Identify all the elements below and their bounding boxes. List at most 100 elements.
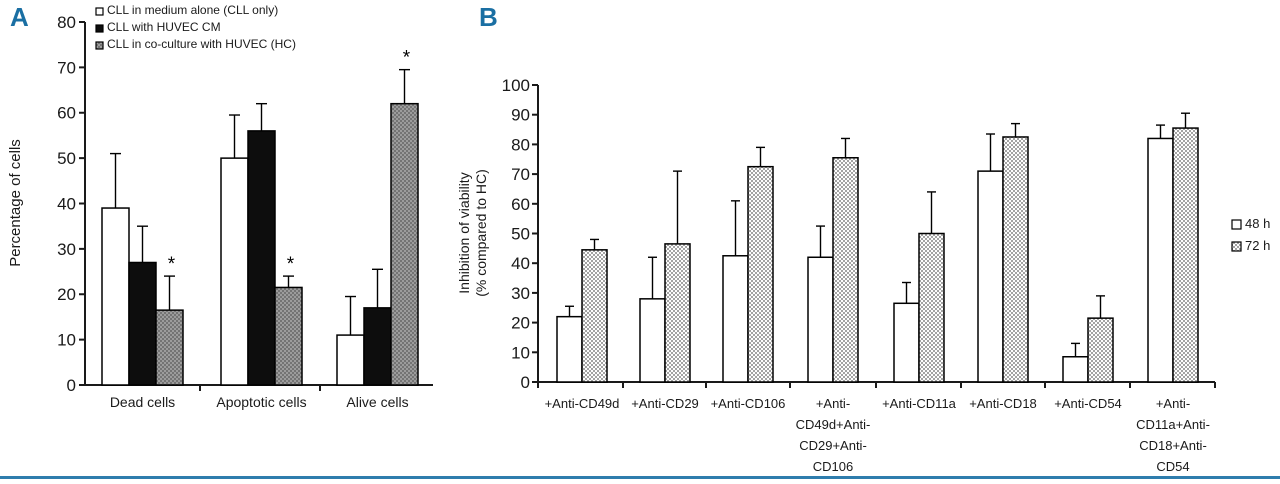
bar-B-s0-c3 bbox=[807, 256, 834, 383]
error-bar bbox=[1071, 342, 1080, 357]
error-bar bbox=[1156, 124, 1165, 139]
y-tick-labels: 0 10 20 30 40 50 60 70 80 bbox=[57, 13, 76, 395]
bar-B-s0-c4 bbox=[893, 302, 920, 383]
legend-item: CLL with HUVEC CM bbox=[95, 20, 221, 34]
error-bar bbox=[137, 225, 148, 263]
error-bar bbox=[927, 191, 936, 234]
y-tick-label: 20 bbox=[57, 285, 76, 304]
y-tick-labels: 0 10 20 30 40 50 60 70 80 90 100 bbox=[502, 76, 530, 392]
error-bar bbox=[283, 275, 294, 288]
legend-label: CLL with HUVEC CM bbox=[107, 20, 221, 34]
bar-A-s1-c0 bbox=[128, 261, 157, 386]
bar-A-s0-c0 bbox=[101, 207, 130, 386]
bar-B-s1-c0 bbox=[581, 249, 608, 383]
error-bar bbox=[110, 152, 121, 209]
error-bar bbox=[1096, 295, 1105, 319]
error-bar bbox=[756, 146, 765, 167]
y-axis-title: (% compared to HC) bbox=[473, 169, 489, 297]
significance-star: * bbox=[403, 48, 411, 69]
y-tick-label: 50 bbox=[57, 149, 76, 168]
category-label: +Anti-CD106 bbox=[711, 396, 786, 411]
legend: 48 h 72 h bbox=[1231, 216, 1270, 253]
category-label: +Anti-CD11a bbox=[882, 396, 957, 411]
category-label: +Anti-CD49d+Anti-CD29+Anti-CD106 bbox=[796, 396, 871, 474]
category-label: +Anti-CD54 bbox=[1054, 396, 1122, 411]
legend-label: 48 h bbox=[1245, 216, 1270, 231]
category-labels: Dead cells Apoptotic cells Alive cells bbox=[110, 394, 409, 410]
bar-B-s1-c2 bbox=[747, 165, 774, 383]
error-bar bbox=[164, 275, 175, 311]
error-bar bbox=[1011, 122, 1020, 137]
y-tick-label: 10 bbox=[511, 343, 530, 362]
category-labels: +Anti-CD49d +Anti-CD29 +Anti-CD106 +Anti-CD… bbox=[545, 396, 1210, 474]
bar-B-s0-c7 bbox=[1147, 137, 1174, 383]
error-bar bbox=[590, 238, 599, 250]
bar-A-s1-c2 bbox=[363, 307, 392, 386]
y-tick-label: 10 bbox=[57, 331, 76, 350]
legend-label: CLL in co-culture with HUVEC (HC) bbox=[107, 37, 296, 51]
bar-A-s0-c2 bbox=[336, 334, 365, 386]
y-tick-label: 70 bbox=[57, 58, 76, 77]
y-tick-label: 90 bbox=[511, 106, 530, 125]
category-label: Alive cells bbox=[346, 394, 408, 410]
legend-marker bbox=[1231, 219, 1242, 230]
legend-item: CLL in medium alone (CLL only) bbox=[95, 3, 278, 17]
legend-marker bbox=[95, 7, 104, 16]
y-tick-label: 20 bbox=[511, 314, 530, 333]
error-bar bbox=[816, 225, 825, 258]
y-tick-label: 30 bbox=[57, 240, 76, 259]
error-bar bbox=[565, 305, 574, 317]
bars bbox=[556, 112, 1199, 383]
category-label: +Anti-CD18 bbox=[969, 396, 1037, 411]
bar-A-s2-c1 bbox=[274, 286, 303, 386]
y-tick-label: 0 bbox=[521, 373, 530, 392]
error-bar bbox=[731, 200, 740, 256]
bar-B-s0-c1 bbox=[639, 298, 666, 383]
error-bar bbox=[256, 102, 267, 131]
bar-A-s2-c0 bbox=[155, 309, 184, 386]
error-bar bbox=[345, 295, 356, 336]
bar-B-s0-c0 bbox=[556, 315, 583, 383]
bar-B-s1-c6 bbox=[1087, 317, 1114, 383]
bar-B-s1-c7 bbox=[1172, 127, 1199, 383]
bar-B-s0-c6 bbox=[1062, 356, 1089, 383]
category-label: Apoptotic cells bbox=[216, 394, 306, 410]
error-bar bbox=[648, 256, 657, 299]
error-bar bbox=[229, 114, 240, 159]
bar-B-s1-c1 bbox=[664, 243, 691, 383]
y-tick-label: 50 bbox=[511, 224, 530, 243]
panel-a-label: A bbox=[10, 2, 29, 32]
bar-A-s1-c1 bbox=[247, 130, 276, 386]
y-axis-title: Inhibition of viability bbox=[456, 172, 472, 293]
panel-b-label: B bbox=[479, 2, 498, 32]
error-bar bbox=[399, 68, 410, 104]
bar-B-s0-c5 bbox=[977, 170, 1004, 383]
legend-item: CLL in co-culture with HUVEC (HC) bbox=[95, 37, 296, 51]
y-tick-label: 40 bbox=[511, 254, 530, 273]
legend-item: 48 h bbox=[1231, 216, 1270, 231]
category-label: +Anti-CD11a+Anti-CD18+Anti-CD54 bbox=[1136, 396, 1210, 474]
bar-B-s1-c3 bbox=[832, 157, 859, 383]
bar-B-s1-c4 bbox=[918, 232, 945, 383]
y-tick-label: 60 bbox=[57, 104, 76, 123]
y-tick-label: 80 bbox=[57, 13, 76, 32]
y-tick-label: 60 bbox=[511, 195, 530, 214]
bar-B-s0-c2 bbox=[722, 255, 749, 383]
y-tick-label: 0 bbox=[67, 376, 76, 395]
bar-A-s0-c1 bbox=[220, 157, 249, 386]
y-tick-label: 100 bbox=[502, 76, 530, 95]
y-tick-label: 40 bbox=[57, 194, 76, 213]
error-bar bbox=[1181, 112, 1190, 129]
bars: * * * bbox=[101, 48, 419, 386]
y-tick-label: 70 bbox=[511, 165, 530, 184]
panel-b-chart: 0 10 20 30 40 50 60 70 80 90 100 Inhibition of viab… bbox=[456, 76, 1270, 474]
legend-marker bbox=[95, 24, 104, 33]
legend: CLL in medium alone (CLL only) CLL with H… bbox=[95, 3, 296, 51]
legend-marker bbox=[95, 41, 104, 50]
legend-label: CLL in medium alone (CLL only) bbox=[107, 3, 278, 17]
error-bar bbox=[673, 170, 682, 244]
y-tick-label: 30 bbox=[511, 284, 530, 303]
y-axis-title: Percentage of cells bbox=[7, 139, 24, 267]
panel-a-chart: 0 10 20 30 40 50 60 70 80 Percentage of cells * * * D… bbox=[7, 3, 433, 410]
